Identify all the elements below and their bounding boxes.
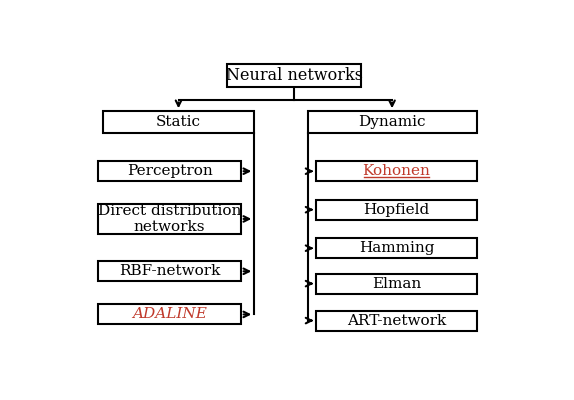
FancyBboxPatch shape: [99, 204, 241, 234]
Text: Static: Static: [156, 115, 201, 129]
Text: RBF-network: RBF-network: [119, 264, 220, 278]
Text: Hamming: Hamming: [359, 241, 435, 255]
Text: Direct distribution
networks: Direct distribution networks: [98, 204, 241, 234]
FancyBboxPatch shape: [227, 64, 361, 87]
Text: Hopfield: Hopfield: [363, 203, 429, 217]
FancyBboxPatch shape: [316, 310, 476, 330]
Text: Perceptron: Perceptron: [127, 164, 212, 178]
FancyBboxPatch shape: [308, 111, 476, 133]
Text: Elman: Elman: [372, 277, 421, 291]
FancyBboxPatch shape: [99, 161, 241, 181]
FancyBboxPatch shape: [99, 261, 241, 281]
FancyBboxPatch shape: [316, 200, 476, 220]
FancyBboxPatch shape: [103, 111, 254, 133]
Text: Kohonen: Kohonen: [363, 164, 430, 178]
FancyBboxPatch shape: [99, 304, 241, 324]
FancyBboxPatch shape: [316, 274, 476, 294]
Text: Dynamic: Dynamic: [358, 115, 426, 129]
Text: ART-network: ART-network: [347, 314, 446, 328]
FancyBboxPatch shape: [316, 238, 476, 258]
FancyBboxPatch shape: [316, 161, 476, 181]
Text: ADALINE: ADALINE: [132, 308, 207, 322]
Text: Neural networks: Neural networks: [226, 67, 363, 84]
